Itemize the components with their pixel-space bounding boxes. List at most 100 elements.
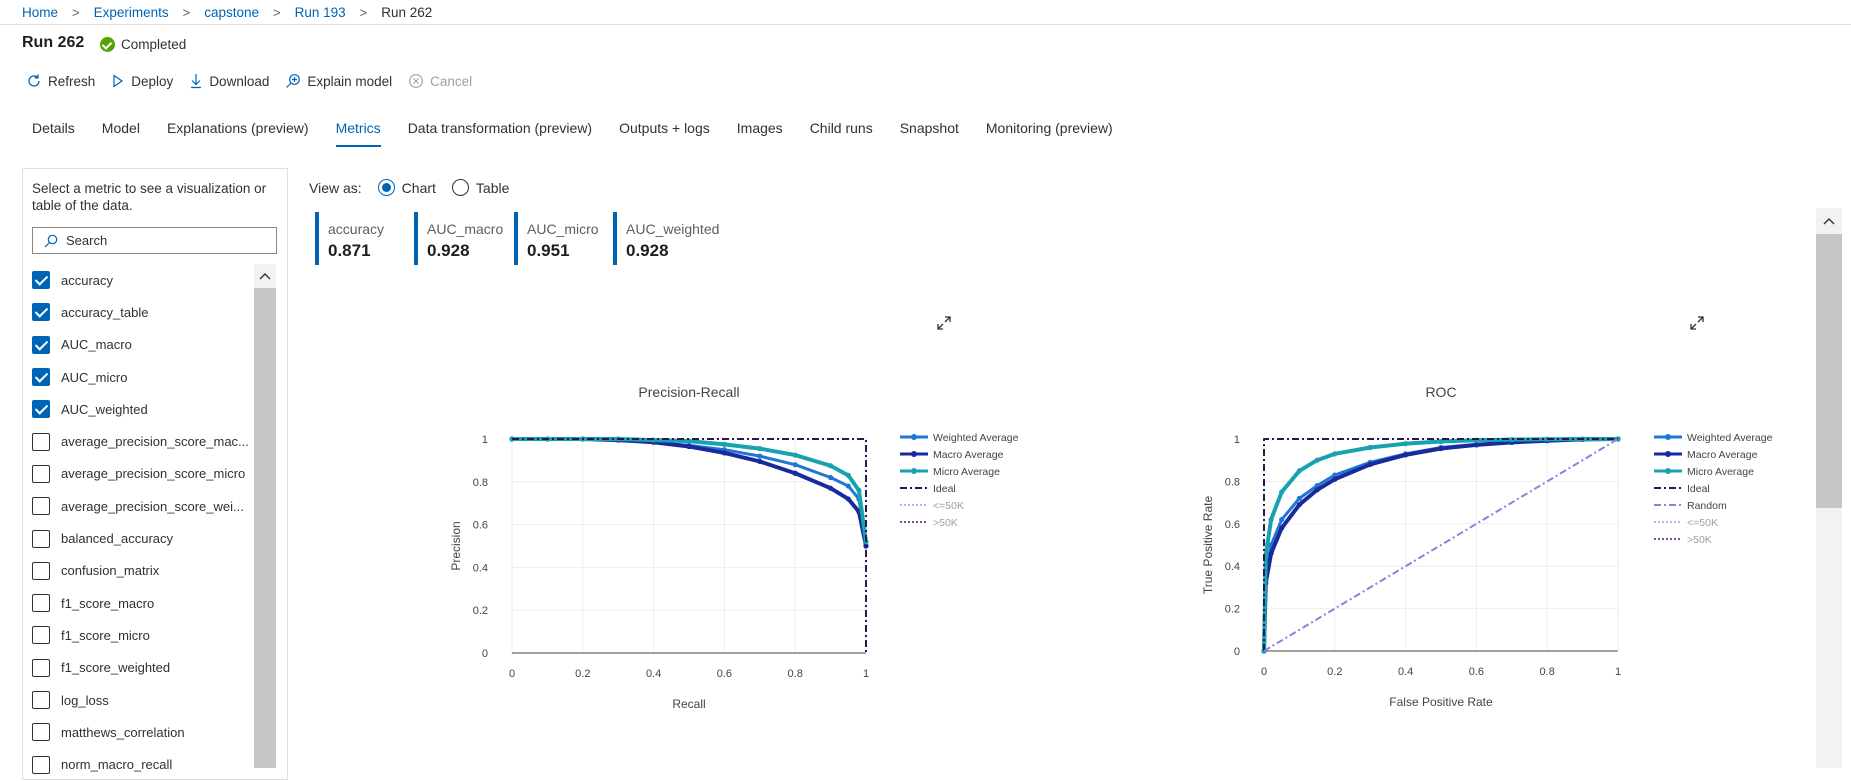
metric-item[interactable]: average_precision_score_mac... [32,425,252,457]
legend-label[interactable]: >50K [1687,534,1712,546]
checkbox-checked-icon[interactable] [32,400,50,419]
checkbox-unchecked-icon[interactable] [32,464,50,483]
x-tick-label: 0.8 [788,668,803,680]
y-tick-label: 0.4 [473,562,488,574]
legend-label[interactable]: <=50K [933,500,964,512]
legend-label[interactable]: >50K [933,517,958,529]
scroll-up-button[interactable] [254,264,276,288]
metric-item[interactable]: norm_macro_recall [32,748,252,780]
legend-label[interactable]: Macro Average [1687,449,1758,461]
checkbox-unchecked-icon[interactable] [32,561,50,580]
legend-label[interactable]: Ideal [1687,483,1710,495]
kpi-label: AUC_macro [427,221,504,237]
series-line-macro-average [512,437,868,547]
legend-label[interactable]: Ideal [933,483,956,495]
metric-item[interactable]: f1_score_weighted [32,652,252,684]
view-chart-radio[interactable]: Chart [377,179,436,196]
x-tick-label: 0.2 [575,668,590,680]
chevron-right-icon: > [359,4,368,20]
checkbox-unchecked-icon[interactable] [32,691,50,709]
checkbox-checked-icon[interactable] [32,368,50,387]
checkbox-unchecked-icon[interactable] [32,723,50,742]
tab-model[interactable]: Model [101,120,140,136]
metric-item[interactable]: log_loss [32,684,252,716]
legend-label[interactable]: Weighted Average [1687,432,1773,444]
y-tick-label: 0.2 [1225,604,1240,616]
play-icon [113,74,124,88]
data-point [1367,461,1373,468]
metric-label: balanced_accuracy [61,531,174,547]
tab-details[interactable]: Details [32,120,75,136]
data-point [1314,487,1320,493]
metric-item[interactable]: AUC_weighted [32,393,252,425]
checkbox-unchecked-icon[interactable] [32,755,50,774]
page-scroll-up-button[interactable] [1816,208,1842,234]
radio-unselected-icon [451,179,469,196]
tab-child-runs[interactable]: Child runs [809,120,873,136]
data-point [1403,452,1409,458]
download-button[interactable]: Download [189,73,269,89]
metric-item[interactable]: AUC_macro [32,329,252,361]
legend-label[interactable]: Random [1687,500,1727,512]
explain-model-label: Explain model [307,73,393,89]
tab-monitoring[interactable]: Monitoring (preview) [985,120,1113,136]
data-point [856,487,862,493]
y-tick-label: 0 [1234,646,1240,658]
breadcrumb: Home > Experiments > capstone > Run 193 … [22,2,432,22]
legend-label[interactable]: Macro Average [933,449,1004,461]
checkbox-unchecked-icon[interactable] [32,432,50,451]
tab-metrics[interactable]: Metrics [335,120,381,147]
explain-model-button[interactable]: Explain model [285,73,392,89]
breadcrumb-experiment[interactable]: capstone [204,4,260,20]
cancel-button[interactable]: Cancel [408,73,472,89]
tab-data-transformation[interactable]: Data transformation (preview) [407,120,593,136]
tab-snapshot[interactable]: Snapshot [899,120,959,136]
tab-explanations[interactable]: Explanations (preview) [166,120,309,136]
view-table-radio[interactable]: Table [451,179,509,196]
cancel-icon [409,74,424,88]
metric-label: average_precision_score_wei... [61,498,244,514]
chart-title: ROC [1425,384,1456,400]
metric-item[interactable]: average_precision_score_micro [32,458,252,490]
checkbox-checked-icon[interactable] [32,335,50,354]
metric-label: log_loss [61,692,109,708]
metric-item[interactable]: f1_score_macro [32,587,252,619]
x-axis-label: Recall [672,697,705,711]
breadcrumb-experiments[interactable]: Experiments [93,4,169,20]
checkbox-unchecked-icon[interactable] [32,626,50,645]
tab-images[interactable]: Images [736,120,783,136]
checkbox-checked-icon[interactable] [32,303,50,322]
checkbox-unchecked-icon[interactable] [32,529,50,548]
legend-label[interactable]: <=50K [1687,517,1718,529]
breadcrumb-parent-run[interactable]: Run 193 [294,4,346,20]
expand-roc-chart-icon[interactable] [1689,315,1705,331]
tab-outputs-logs[interactable]: Outputs + logs [619,120,710,136]
metric-list-scrollbar[interactable] [254,264,276,768]
metric-item[interactable]: matthews_correlation [32,716,252,748]
metric-item[interactable]: f1_score_micro [32,619,252,651]
metric-label: confusion_matrix [61,563,160,579]
checkbox-checked-icon[interactable] [32,271,50,290]
page-scrollbar-thumb[interactable] [1816,234,1842,508]
metric-item[interactable]: accuracy_table [32,296,252,328]
metric-item[interactable]: average_precision_score_wei... [32,490,252,522]
cancel-label: Cancel [430,73,473,89]
metric-item[interactable]: balanced_accuracy [32,522,252,554]
checkbox-unchecked-icon[interactable] [32,658,50,677]
refresh-button[interactable]: Refresh [26,73,95,89]
breadcrumb-home[interactable]: Home [22,4,59,20]
legend-label[interactable]: Micro Average [933,466,1000,478]
metric-item[interactable]: accuracy [32,264,252,296]
legend-label[interactable]: Micro Average [1687,466,1754,478]
legend-label[interactable]: Weighted Average [933,432,1019,444]
breadcrumb-current-run: Run 262 [381,4,433,20]
expand-pr-chart-icon[interactable] [936,315,952,331]
metric-item[interactable]: AUC_micro [32,361,252,393]
search-input[interactable]: Search [32,227,277,254]
checkbox-unchecked-icon[interactable] [32,594,50,613]
checkbox-unchecked-icon[interactable] [32,497,50,516]
refresh-label: Refresh [48,73,96,89]
deploy-button[interactable]: Deploy [111,73,173,89]
metric-label: AUC_micro [61,369,128,385]
metric-item[interactable]: confusion_matrix [32,555,252,587]
